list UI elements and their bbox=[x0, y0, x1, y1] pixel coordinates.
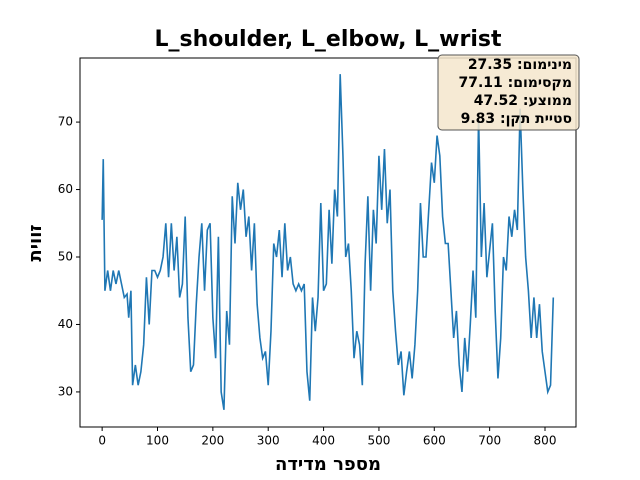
chart-title: L_shoulder, L_elbow, L_wrist bbox=[154, 27, 501, 52]
stats-line: מקסימום: 77.11 bbox=[458, 75, 572, 91]
stats-line: מינימום: 27.35 bbox=[468, 57, 572, 73]
x-tick-label: 400 bbox=[312, 434, 335, 448]
stats-line: ממוצע: 47.52 bbox=[474, 93, 572, 109]
x-tick-label: 100 bbox=[146, 434, 169, 448]
x-tick-label: 300 bbox=[257, 434, 280, 448]
y-tick-label: 70 bbox=[58, 115, 73, 129]
stats-box bbox=[437, 54, 580, 131]
plot-frame bbox=[79, 57, 577, 428]
y-tick-label: 60 bbox=[58, 182, 73, 196]
x-tick-label: 0 bbox=[98, 434, 106, 448]
x-tick-label: 600 bbox=[423, 434, 446, 448]
y-axis-label: זווית bbox=[25, 224, 46, 261]
x-tick-label: 500 bbox=[367, 434, 390, 448]
x-tick-label: 200 bbox=[201, 434, 224, 448]
x-tick-label: 700 bbox=[478, 434, 501, 448]
x-axis-label: מספר מדידה bbox=[275, 454, 381, 475]
stats-line: סטיית תקן: 9.83 bbox=[461, 111, 572, 127]
y-tick-label: 30 bbox=[58, 384, 73, 398]
y-tick-label: 50 bbox=[58, 250, 73, 264]
data-line bbox=[101, 74, 555, 410]
x-tick-label: 800 bbox=[534, 434, 557, 448]
y-tick-label: 40 bbox=[58, 317, 73, 331]
